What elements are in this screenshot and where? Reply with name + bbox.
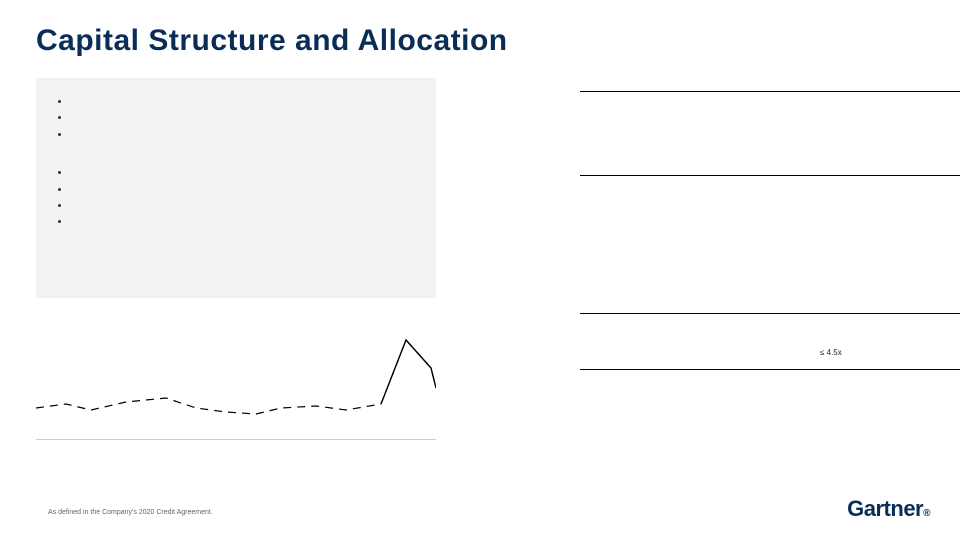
table-row <box>580 92 960 106</box>
table-row <box>580 120 960 134</box>
table-row <box>580 314 960 328</box>
table-header <box>580 78 960 92</box>
panel-list-2 <box>56 165 416 229</box>
list-item <box>70 110 416 124</box>
list-item <box>70 198 416 212</box>
table-row <box>580 148 960 162</box>
table-row <box>580 328 960 342</box>
chart-axis <box>36 439 436 440</box>
list-item <box>70 94 416 108</box>
info-panel <box>36 78 436 298</box>
table-total <box>580 162 960 176</box>
list-item <box>70 165 416 179</box>
page-title: Capital Structure and Allocation <box>36 24 508 58</box>
list-item <box>70 182 416 196</box>
line-chart <box>36 330 436 440</box>
logo-suffix: ® <box>923 508 930 519</box>
panel-list-1 <box>56 94 416 141</box>
list-item <box>70 127 416 141</box>
table-row <box>580 106 960 120</box>
summary-table-2 <box>580 300 960 370</box>
footnote: As defined in the Company's 2020 Credit … <box>48 509 213 516</box>
table-row <box>580 342 960 356</box>
logo-text: Gartner <box>847 496 923 521</box>
summary-table-1 <box>580 78 960 176</box>
covenant-note: ≤ 4.5x <box>820 348 842 357</box>
table-total <box>580 356 960 370</box>
table-row <box>580 134 960 148</box>
list-item <box>70 214 416 228</box>
gartner-logo: Gartner® <box>847 496 930 522</box>
table-header <box>580 300 960 314</box>
